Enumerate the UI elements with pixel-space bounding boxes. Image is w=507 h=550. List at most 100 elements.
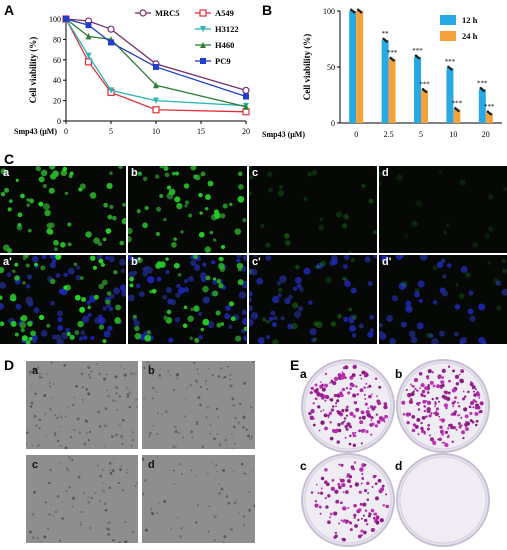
cell xyxy=(151,373,154,376)
nucleus xyxy=(294,310,302,318)
panel-label-e: E xyxy=(290,357,300,373)
colony xyxy=(457,405,461,408)
cell xyxy=(47,481,51,485)
cell xyxy=(131,531,135,534)
cell xyxy=(207,530,210,533)
colony xyxy=(430,437,435,442)
nucleus xyxy=(211,260,216,265)
nucleus xyxy=(76,265,81,270)
cell xyxy=(54,247,58,252)
colony xyxy=(452,405,455,408)
colony xyxy=(374,474,377,477)
colony xyxy=(438,400,440,403)
colony xyxy=(342,491,345,494)
nucleus xyxy=(501,288,507,296)
cell xyxy=(190,166,197,171)
cell xyxy=(79,523,83,527)
colony xyxy=(320,395,323,398)
colony xyxy=(324,383,328,388)
nucleus xyxy=(367,331,374,338)
colony xyxy=(316,392,321,397)
cell xyxy=(136,209,141,214)
nucleus xyxy=(128,255,133,261)
nucleus xyxy=(272,295,280,304)
cell xyxy=(103,425,106,428)
cell xyxy=(155,512,159,515)
cell xyxy=(166,185,172,190)
colony xyxy=(461,397,466,401)
colony xyxy=(406,420,410,425)
cell xyxy=(291,322,298,330)
cell xyxy=(123,373,127,377)
cell xyxy=(47,527,50,530)
y-axis-label: Cell viability (%) xyxy=(302,34,312,101)
colony xyxy=(441,394,446,399)
cell xyxy=(234,416,237,420)
cell xyxy=(59,539,62,542)
cell xyxy=(26,203,30,207)
colony xyxy=(410,391,415,397)
cell xyxy=(242,426,245,429)
colony xyxy=(360,482,363,485)
colony xyxy=(362,514,365,517)
cell xyxy=(42,183,47,189)
cell xyxy=(93,294,99,300)
cell xyxy=(147,434,151,438)
cell xyxy=(88,430,92,433)
cell xyxy=(85,231,92,238)
cell xyxy=(216,322,222,328)
data-point xyxy=(153,63,159,70)
cell xyxy=(73,396,76,399)
cell xyxy=(112,399,115,402)
colony xyxy=(446,396,451,402)
cell xyxy=(173,237,177,241)
nucleus xyxy=(75,274,82,281)
cell xyxy=(501,258,506,264)
cell xyxy=(150,508,153,511)
colony xyxy=(417,404,420,407)
cell xyxy=(204,383,207,385)
cell xyxy=(14,275,20,281)
cell xyxy=(46,222,53,229)
cell xyxy=(201,445,205,449)
colony xyxy=(372,517,376,520)
micrograph-c-d: d xyxy=(379,166,507,253)
cell xyxy=(56,494,60,498)
colony xyxy=(338,392,344,398)
cell xyxy=(209,423,212,427)
cell xyxy=(0,321,5,327)
cell xyxy=(248,508,252,512)
cell xyxy=(342,276,346,281)
x-tick-label: 0 xyxy=(64,127,68,136)
cell xyxy=(38,372,42,375)
nucleus xyxy=(128,271,136,279)
cell xyxy=(48,382,51,385)
cell xyxy=(30,330,36,337)
cell xyxy=(81,386,84,389)
cell xyxy=(143,396,146,400)
colony xyxy=(423,405,427,408)
cell xyxy=(311,170,318,176)
nucleus xyxy=(241,317,247,326)
cell xyxy=(215,464,218,467)
colony xyxy=(457,414,460,417)
cell xyxy=(55,255,62,260)
colony xyxy=(337,482,341,486)
panel-label-a: A xyxy=(4,2,15,18)
colony xyxy=(371,486,374,488)
cell xyxy=(243,326,247,332)
nucleus xyxy=(203,296,211,303)
colony xyxy=(441,368,446,373)
colony xyxy=(473,393,477,397)
cell xyxy=(63,285,68,290)
colony xyxy=(335,499,340,504)
cell xyxy=(222,203,228,209)
cell xyxy=(142,176,148,181)
nucleus xyxy=(57,317,63,323)
colony xyxy=(418,401,421,404)
dish-label-b: b xyxy=(395,367,403,381)
cell xyxy=(32,372,35,374)
nucleus xyxy=(133,320,141,327)
nucleus xyxy=(57,324,64,331)
colony xyxy=(383,402,388,406)
